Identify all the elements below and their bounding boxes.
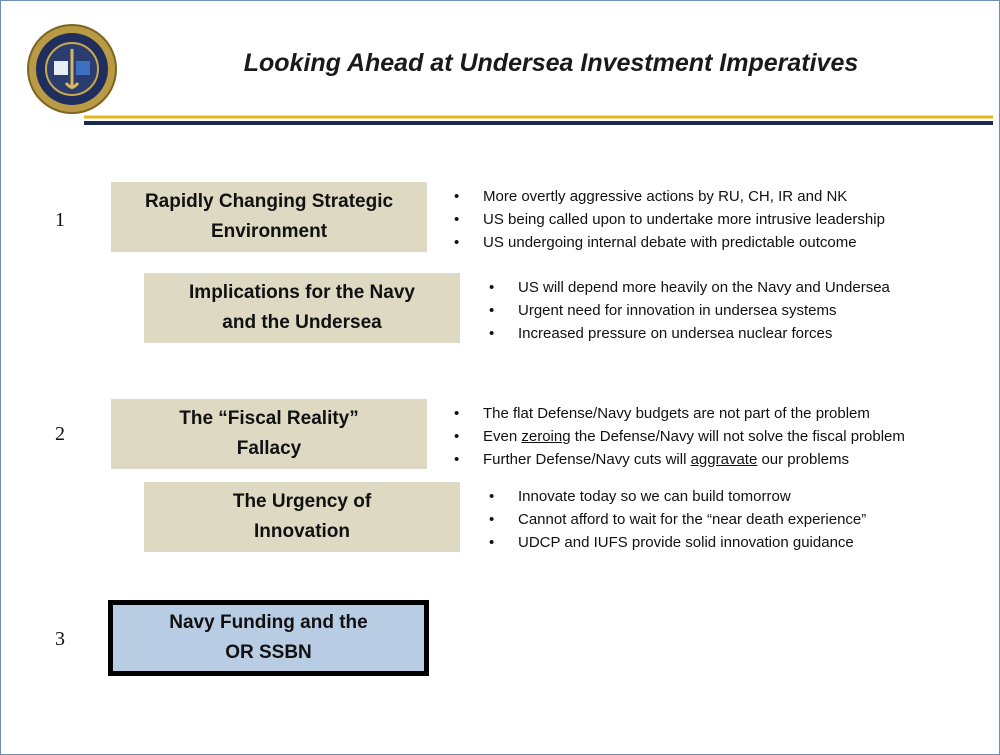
bullet-text: More overtly aggressive actions by RU, C… [483, 188, 848, 205]
bullet-dot: • [454, 188, 460, 205]
bullet-text: US will depend more heavily on the Navy … [518, 279, 890, 296]
bullet-dot: • [489, 279, 495, 296]
bullet-dot: • [454, 428, 460, 445]
topic-label: Fallacy [236, 438, 302, 459]
bullet-dot: • [489, 511, 495, 528]
bullet-text: Innovate today so we can build tomorrow [518, 488, 791, 505]
bullet-dot: • [489, 488, 495, 505]
bullet-text: UDCP and IUFS provide solid innovation g… [518, 534, 854, 551]
topic-label: Environment [210, 221, 328, 242]
bullet-dot: • [454, 234, 460, 251]
bullet-dot: • [454, 451, 460, 468]
bullet-dot: • [489, 325, 495, 342]
bullet-dot: • [454, 405, 460, 422]
topic-label: Innovation [253, 521, 351, 542]
underlined-text: aggravate [690, 451, 758, 468]
topic-box: Navy Funding and the OR SSBN [108, 600, 429, 676]
bullet-text: Further Defense/Navy cuts will aggravate… [483, 451, 849, 468]
topic-box: The Urgency of Innovation [144, 482, 460, 552]
seal [27, 24, 117, 114]
bullet-text: Even zeroing the Defense/Navy will not s… [483, 428, 905, 445]
section-number: 1 [55, 209, 65, 231]
text-segment: our problems [757, 451, 850, 468]
topic-box: Rapidly Changing Strategic Environment [111, 182, 427, 252]
bullet-text: Cannot afford to wait for the “near deat… [518, 511, 867, 528]
topic-label: and the Undersea [222, 312, 382, 333]
topic-label: Rapidly Changing Strategic [144, 191, 394, 212]
topic-label: Navy Funding and the [169, 612, 368, 633]
bullet-text: US being called upon to undertake more i… [483, 211, 885, 228]
text-segment: the Defense/Navy will not solve the fisc… [570, 428, 905, 445]
bullet-text: The flat Defense/Navy budgets are not pa… [483, 405, 870, 422]
bullet-dot: • [454, 211, 460, 228]
section-number: 3 [55, 628, 65, 650]
topic-box: The “Fiscal Reality” Fallacy [111, 399, 427, 469]
title-rule [84, 115, 993, 125]
text-segment: Further Defense/Navy cuts will [483, 451, 691, 468]
topic-label: The Urgency of [232, 491, 372, 512]
topic-label: Implications for the Navy [189, 282, 415, 303]
bullet-text: US undergoing internal debate with predi… [483, 234, 857, 251]
underlined-text: zeroing [521, 428, 571, 445]
topic-box: Implications for the Navy and the Underse… [144, 273, 460, 343]
topic-label: The “Fiscal Reality” [179, 408, 359, 429]
bullet-dot: • [489, 302, 495, 319]
bullet-text: Increased pressure on undersea nuclear f… [518, 325, 833, 342]
text-segment: Even [483, 428, 522, 445]
bullet-dot: • [489, 534, 495, 551]
section-number: 2 [55, 423, 65, 445]
topic-label: OR SSBN [225, 642, 312, 663]
slide-title: Looking Ahead at Undersea Investment Imp… [243, 49, 859, 77]
bullet-text: Urgent need for innovation in undersea s… [518, 302, 837, 319]
